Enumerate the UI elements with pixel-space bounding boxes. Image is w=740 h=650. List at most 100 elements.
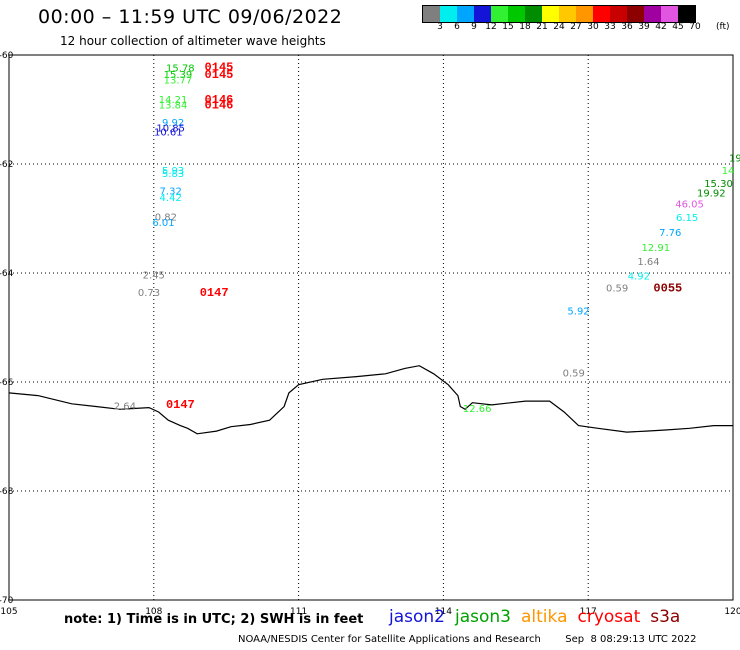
x-tick-label: 111 [290, 607, 307, 617]
chart-title: 00:00 – 11:59 UTC 09/06/2022 [38, 6, 343, 28]
wave-height-label: 13.77 [164, 75, 193, 86]
pass-time-label: 0145 [205, 68, 234, 82]
y-tick-label: -62 [0, 160, 13, 170]
color-scale-label: 12 [485, 22, 497, 32]
x-tick-label: 117 [580, 607, 597, 617]
credit-timestamp: Sep 8 08:29:13 UTC 2022 [565, 634, 697, 645]
color-scale-label: 3 [437, 22, 443, 32]
wave-height-label: 13.84 [159, 100, 188, 111]
color-scale-label: 15 [502, 22, 514, 32]
wave-height-label: 5.83 [162, 169, 184, 180]
wave-height-label: 15.39 [164, 70, 193, 81]
y-tick-label: -68 [0, 487, 14, 497]
wave-height-label: 6.15 [676, 213, 698, 224]
wave-height-label: 2.45 [143, 270, 165, 281]
plot-frame [8, 54, 734, 601]
wave-height-label: 0.73 [138, 288, 160, 299]
color-scale-label: 42 [655, 22, 667, 32]
color-scale-label: 45 [672, 22, 684, 32]
pass-time-label: 0146 [205, 98, 234, 112]
color-scale-label: 36 [621, 22, 633, 32]
wave-height-label: 0.59 [606, 284, 628, 295]
satellite-jason3: jason3 [455, 607, 511, 627]
wave-height-label: 0.82 [155, 213, 177, 224]
wave-height-label: 0.59 [563, 369, 585, 380]
y-tick-label: -66 [0, 378, 14, 388]
x-tick-label: 108 [145, 607, 162, 617]
color-scale-label: 18 [519, 22, 531, 32]
wave-height-label: 5.92 [567, 306, 589, 317]
color-scale-label: 33 [604, 22, 616, 32]
satellite-cryosat: cryosat [577, 607, 641, 627]
color-scale-label: 21 [536, 22, 548, 32]
wave-height-label: 10.85 [156, 123, 185, 134]
wave-height-label: 19.92 [697, 189, 726, 200]
satellite-altika: altika [521, 607, 568, 627]
wave-height-label: 14.21 [159, 95, 188, 106]
wave-height-label: 9.92 [162, 118, 184, 129]
color-scale-label: 30 [587, 22, 599, 32]
color-scale-label: 39 [638, 22, 650, 32]
color-scale-box [440, 6, 457, 22]
credit-text: NOAA/NESDIS Center for Satellite Applica… [238, 634, 541, 645]
wave-height-label: 5.93 [162, 166, 184, 177]
color-scale-box [644, 6, 661, 22]
satellite-s3a: s3a [650, 607, 681, 627]
color-scale-unit: (ft) [716, 22, 730, 32]
wave-height-label: 10.61 [154, 128, 183, 139]
pass-time-label: 0055 [653, 282, 682, 296]
wave-height-label: 6.01 [152, 218, 174, 229]
coastline [8, 365, 733, 435]
satellite-jason2: jason2 [389, 607, 445, 627]
wave-height-label: 15.30 [704, 179, 733, 190]
color-scale-box [457, 6, 474, 22]
color-scale-box [491, 6, 508, 22]
satellite-legend: jason2 jason3 altika cryosat s3a [389, 607, 690, 627]
x-tick-label: 120 [724, 607, 740, 617]
color-scale-box [576, 6, 593, 22]
color-scale-label: 9 [471, 22, 477, 32]
wave-height-label: 1.64 [637, 257, 659, 268]
wave-height-label: 12.66 [463, 404, 492, 415]
wave-height-label: 19 [729, 153, 740, 164]
wave-height-label: 4.92 [628, 272, 650, 283]
color-scale-box [610, 6, 627, 22]
wave-height-label: 4.42 [160, 193, 182, 204]
wave-height-label: 2.64 [114, 401, 136, 412]
y-tick-label: -70 [0, 596, 14, 606]
wave-height-label: 15.78 [166, 63, 195, 74]
color-scale-box [525, 6, 542, 22]
pass-time-label: 0146 [205, 93, 234, 107]
color-scale-label: 70 [689, 22, 701, 32]
color-scale-box [627, 6, 644, 22]
pass-time-label: 0147 [200, 286, 229, 300]
x-tick-label: 105 [0, 607, 17, 617]
color-scale-box [593, 6, 610, 22]
chart-subtitle: 12 hour collection of altimeter wave hei… [60, 34, 326, 48]
footer-credit: NOAA/NESDIS Center for Satellite Applica… [238, 634, 697, 645]
color-scale-box [542, 6, 559, 22]
color-scale-box [474, 6, 491, 22]
color-scale-box [559, 6, 576, 22]
color-scale-box [678, 6, 695, 22]
wave-height-label: 12.91 [641, 243, 670, 254]
pass-time-label: 0147 [166, 398, 195, 412]
wave-height-label: 7.32 [160, 187, 182, 198]
color-scale-label: 27 [570, 22, 582, 32]
y-tick-label: -64 [0, 269, 14, 279]
footer-note: note: 1) Time is in UTC; 2) SWH is in fe… [64, 612, 364, 627]
x-tick-label: 114 [435, 607, 452, 617]
color-scale-box [508, 6, 525, 22]
wave-height-label: 46.05 [675, 200, 704, 211]
pass-time-label: 0145 [205, 60, 234, 74]
color-scale-bar [422, 5, 696, 23]
color-scale-box [661, 6, 678, 22]
wave-height-label: 7.76 [659, 228, 681, 239]
color-scale-label: 6 [454, 22, 460, 32]
y-tick-label: -60 [0, 51, 14, 61]
wave-height-label: 14 [722, 166, 735, 177]
color-scale-box [423, 6, 440, 22]
color-scale-label: 24 [553, 22, 565, 32]
